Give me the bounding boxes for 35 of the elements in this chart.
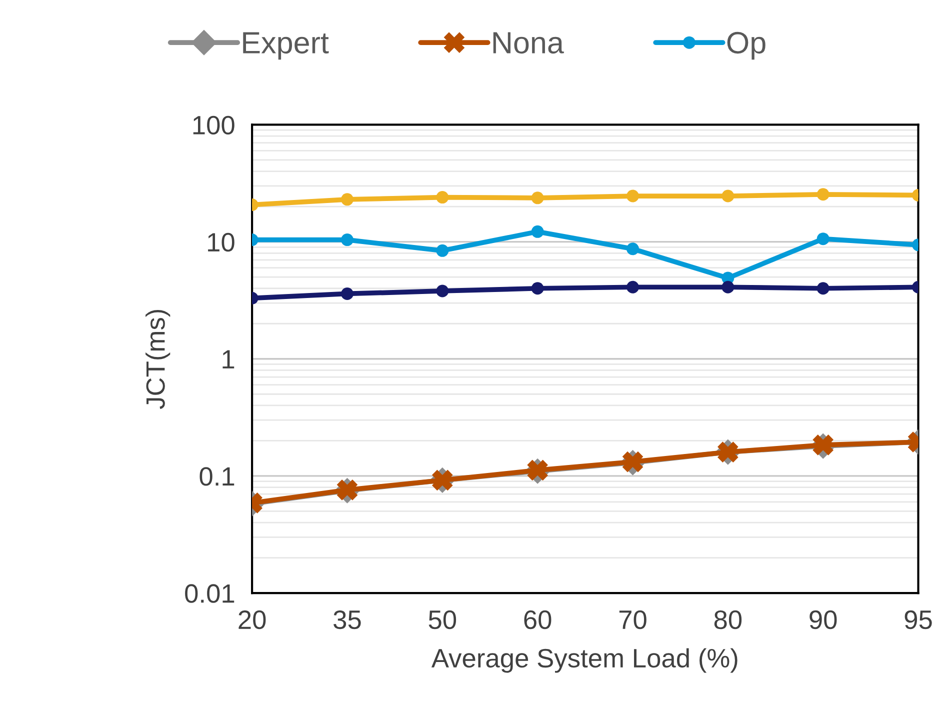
legend-label: Op (727, 32, 766, 60)
y-axis-title: JCT(ms) (146, 310, 170, 410)
point (816, 188, 830, 201)
x-tick-label: 70 (619, 610, 646, 630)
x-tick-label: 95 (904, 610, 932, 630)
point (340, 287, 354, 300)
point (722, 190, 734, 202)
y-tick-label: 0.1 (200, 467, 234, 486)
point (340, 234, 354, 246)
point (531, 192, 544, 204)
point (722, 280, 734, 294)
legend-label: Expert (243, 32, 329, 60)
y-tick-label: 10 (208, 232, 234, 252)
y-tick-label: 0.01 (185, 584, 234, 603)
x-tick-label: 20 (238, 610, 266, 630)
point (436, 284, 449, 298)
point (436, 244, 449, 257)
x-tick-label: 60 (524, 610, 552, 630)
point (626, 190, 639, 202)
legend-label: Nona (493, 32, 564, 54)
point (816, 232, 830, 246)
point (531, 282, 544, 295)
point (531, 225, 544, 238)
point (340, 193, 354, 206)
point (436, 191, 449, 204)
y-tick-label: 1 (222, 350, 234, 368)
point (816, 282, 830, 295)
x-axis-title: Average System Load (%) (431, 648, 738, 673)
point (626, 280, 639, 294)
x-tick-label: 50 (428, 610, 456, 630)
point (626, 242, 639, 256)
x-tick-label: 90 (810, 610, 837, 630)
x-tick-label: 35 (334, 610, 361, 630)
x-tick-label: 80 (714, 610, 742, 630)
y-tick-label: 100 (193, 116, 234, 135)
